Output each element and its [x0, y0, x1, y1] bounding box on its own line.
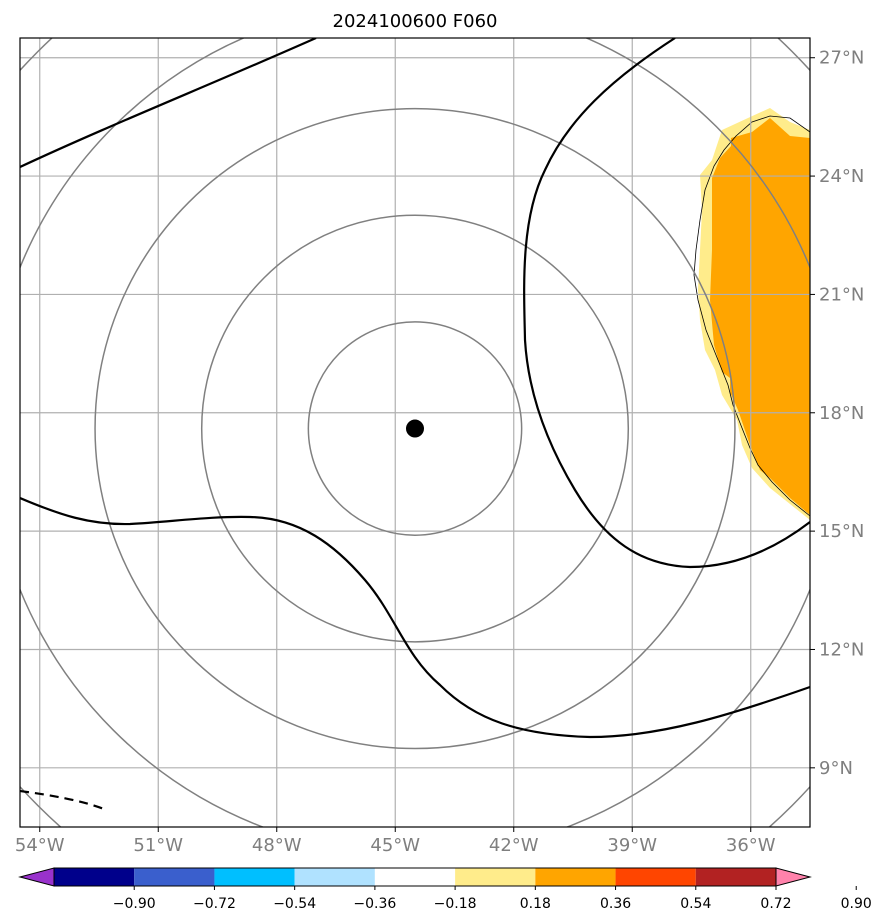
- lon-tick-label: 51°W: [133, 835, 183, 856]
- lon-tick-label: 42°W: [489, 835, 539, 856]
- map-title: 2024100600 F060: [333, 11, 498, 32]
- colorbar: −0.90 −0.72 −0.54 −0.36 −0.18 0.18 0.36 0.54 0.7…: [18, 867, 872, 912]
- colorbar-label: −0.72: [193, 896, 236, 912]
- contour-northwest: [20, 38, 317, 168]
- lon-tick-label: 39°W: [607, 835, 657, 856]
- lat-tick-label: 18°N: [819, 403, 864, 424]
- colorbar-label: −0.54: [273, 896, 316, 912]
- latitude-ticks: 9°N 12°N 15°N 18°N 21°N 24°N 27°N: [810, 48, 864, 779]
- contour-dashed-southwest: [20, 789, 105, 811]
- colorbar-segment: [695, 868, 776, 886]
- colorbar-segment: [374, 868, 456, 886]
- colorbar-segment: [615, 868, 696, 886]
- lat-tick-label: 15°N: [819, 521, 864, 542]
- anomaly-outline: [693, 115, 810, 517]
- colorbar-label: −0.36: [353, 896, 396, 912]
- colorbar-label: −0.90: [113, 896, 156, 912]
- longitude-ticks: 54°W 51°W 48°W 45°W 42°W 39°W 36°W: [15, 827, 776, 856]
- lat-tick-label: 27°N: [819, 48, 864, 69]
- lon-tick-label: 54°W: [15, 835, 65, 856]
- colorbar-segment: [54, 868, 135, 886]
- lat-tick-label: 9°N: [819, 758, 853, 779]
- colorbar-segment: [134, 868, 215, 886]
- range-ring: [307, 321, 523, 536]
- lon-tick-label: 45°W: [370, 835, 420, 856]
- colorbar-label: 0.18: [520, 896, 551, 912]
- colorbar-extend-high: [775, 867, 812, 887]
- colorbar-segment: [294, 868, 375, 886]
- colorbar-label: 0.36: [600, 896, 631, 912]
- lat-tick-label: 24°N: [819, 166, 864, 187]
- colorbar-label: 0.72: [760, 896, 791, 912]
- colorbar-extend-low: [18, 867, 55, 887]
- range-ring: [94, 107, 736, 750]
- colorbar-segment: [535, 868, 616, 886]
- colorbar-segment: [455, 868, 536, 886]
- colorbar-label: −0.18: [434, 896, 477, 912]
- colorbar-frame: [53, 867, 777, 887]
- colorbar-label: 0.90: [841, 896, 872, 912]
- map-frame: [19, 37, 811, 828]
- range-ring: [200, 214, 630, 643]
- colorbar-label: 0.54: [680, 896, 711, 912]
- contour-east-loop: [523, 38, 810, 569]
- lat-tick-label: 12°N: [819, 639, 864, 660]
- lat-tick-label: 21°N: [819, 284, 864, 305]
- lon-tick-label: 36°W: [726, 835, 776, 856]
- lon-tick-label: 48°W: [252, 835, 302, 856]
- lat-lon-grid: [20, 38, 810, 827]
- storm-center-dot: [406, 419, 424, 438]
- contour-south: [20, 496, 810, 739]
- colorbar-segment: [214, 868, 295, 886]
